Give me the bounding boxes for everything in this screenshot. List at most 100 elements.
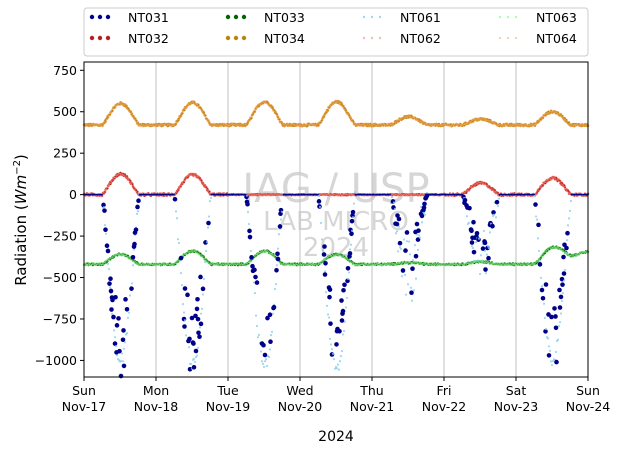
legend-label: NT034 [264, 31, 305, 46]
legend-marker [370, 36, 374, 40]
legend-marker [378, 15, 382, 19]
legend-marker [378, 36, 382, 40]
point [109, 113, 111, 116]
point [104, 191, 106, 193]
legend-marker [506, 36, 510, 40]
legend-item-nt032: NT032 [89, 31, 169, 46]
legend-marker [97, 14, 103, 20]
legend-marker [241, 14, 247, 20]
point [276, 113, 278, 116]
legend-marker [97, 35, 103, 41]
point [244, 124, 247, 127]
legend-marker [225, 35, 231, 41]
legend-marker [241, 35, 247, 41]
point [129, 180, 132, 182]
legend-marker [362, 36, 366, 40]
point [568, 121, 570, 124]
legend-marker [233, 35, 239, 41]
point [352, 121, 355, 123]
watermark-line-3: 2024 [303, 233, 369, 263]
legend-item-nt033: NT033 [225, 10, 305, 25]
point [208, 190, 211, 193]
point [204, 114, 207, 117]
legend-label: NT064 [536, 31, 577, 46]
point [434, 124, 437, 127]
point [180, 115, 182, 117]
point [323, 115, 325, 118]
legend-item-nt064: NT064 [498, 31, 577, 46]
point [131, 183, 134, 186]
point [134, 117, 137, 120]
point [127, 107, 130, 110]
point [107, 116, 109, 119]
point [197, 104, 200, 106]
point [131, 113, 133, 116]
grid [155, 62, 517, 377]
legend-marker [225, 14, 231, 20]
point [112, 179, 114, 181]
legend-marker [370, 15, 374, 19]
point [175, 123, 177, 125]
point [254, 111, 256, 113]
point [205, 186, 208, 189]
legend-label: NT032 [128, 31, 169, 46]
point [278, 118, 281, 121]
watermark-line-1: IAG / USP [242, 166, 429, 212]
legend-marker [89, 14, 95, 20]
legend-marker [105, 14, 111, 20]
watermark: IAG / USP LAB MICRO 2024 [242, 166, 429, 263]
point [348, 114, 351, 117]
series-layer [82, 99, 590, 379]
point [106, 187, 109, 190]
legend-marker [514, 36, 518, 40]
legend-item-nt034: NT034 [225, 31, 305, 46]
point [534, 125, 536, 127]
point [398, 120, 400, 123]
legend-label: NT061 [400, 10, 441, 25]
point [111, 110, 114, 112]
legend-marker [233, 14, 239, 20]
point [494, 189, 496, 192]
point [344, 107, 346, 110]
point [542, 116, 544, 119]
point [136, 191, 139, 193]
legend: NT031 NT032 NT033 NT034 NT061 NT062 NT063 NT064 [83, 7, 589, 57]
legend-label: NT062 [400, 31, 441, 46]
point [183, 109, 186, 112]
legend-item-nt062: NT062 [362, 31, 441, 46]
point [135, 119, 138, 122]
point [281, 122, 283, 125]
series-nt034 [82, 99, 590, 128]
point [125, 104, 128, 107]
point [565, 119, 568, 121]
legend-item-nt063: NT063 [498, 10, 577, 25]
point [199, 252, 202, 255]
plot-area: IAG / USP LAB MICRO 2024 [82, 61, 590, 379]
point [183, 181, 185, 184]
point [246, 122, 249, 125]
legend-frame [83, 7, 589, 57]
legend-marker [498, 36, 502, 40]
legend-label: NT031 [128, 10, 169, 25]
point [497, 191, 499, 194]
watermark-line-2: LAB MICRO [263, 207, 409, 237]
legend-marker [514, 15, 518, 19]
point [203, 111, 205, 114]
point [317, 124, 320, 127]
legend-marker [105, 35, 111, 41]
point [542, 184, 544, 187]
point [250, 117, 253, 120]
legend-marker [89, 35, 95, 41]
point [389, 124, 392, 127]
point [463, 124, 466, 127]
legend-marker [362, 15, 366, 19]
point [561, 114, 564, 117]
legend-marker [506, 15, 510, 19]
legend-item-nt031: NT031 [89, 10, 169, 25]
point [181, 112, 184, 115]
point [465, 192, 468, 194]
legend-label: NT033 [264, 10, 305, 25]
point [327, 109, 329, 112]
legend-label: NT063 [536, 10, 577, 25]
